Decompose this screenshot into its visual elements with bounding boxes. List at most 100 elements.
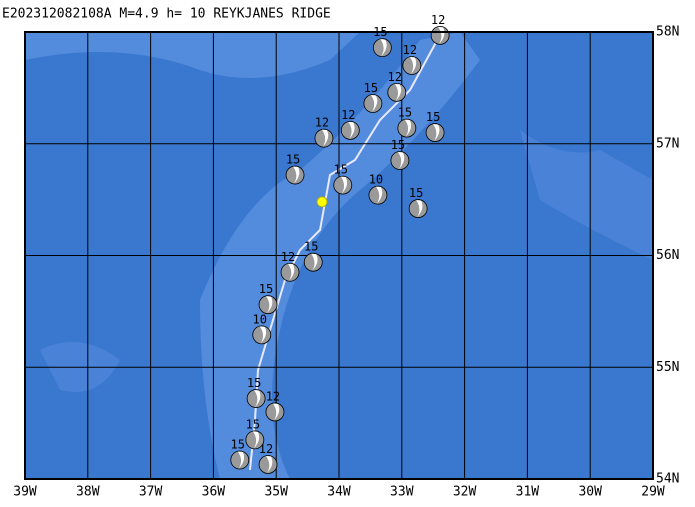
focal-mechanism — [372, 38, 392, 58]
beachball — [265, 402, 285, 422]
y-tick-label: 57N — [656, 136, 679, 151]
y-tick-label: 56N — [656, 248, 679, 263]
depth-label: 12 — [341, 108, 355, 122]
depth-label: 10 — [369, 173, 383, 187]
focal-mechanism — [303, 252, 323, 272]
beachball-nodal — [409, 57, 417, 75]
beachball-nodal — [340, 176, 348, 194]
depth-label: 12 — [266, 389, 280, 403]
focal-mechanism — [397, 118, 417, 138]
beachball — [303, 252, 323, 272]
beachball-nodal — [375, 186, 383, 204]
beachball-nodal — [416, 200, 423, 218]
x-tick-label: 39W — [13, 485, 37, 500]
beachball — [246, 389, 266, 408]
beachball — [372, 38, 392, 58]
y-tick-label: 58N — [656, 25, 679, 40]
beachball — [258, 455, 278, 474]
focal-mechanism — [430, 25, 450, 45]
beachball-nodal — [293, 166, 300, 184]
depth-label: 12 — [431, 13, 445, 27]
beachball-nodal — [259, 326, 267, 344]
focal-mechanism — [252, 325, 272, 345]
beachball — [368, 185, 388, 205]
depth-label: 15 — [426, 110, 440, 124]
beachball-nodal — [321, 129, 329, 147]
beachball — [333, 175, 353, 195]
beachball-nodal — [237, 451, 245, 469]
beachball — [363, 94, 383, 113]
beachball — [425, 123, 445, 142]
beachball-nodal — [433, 124, 440, 142]
beachball-nodal — [394, 83, 402, 101]
frame — [24, 31, 654, 480]
beachball-nodal — [370, 95, 378, 113]
beachball-nodal — [348, 121, 355, 139]
focal-mechanism — [340, 120, 360, 140]
beachball-nodal — [254, 390, 261, 408]
focal-mechanism — [314, 128, 334, 148]
depth-label: 15 — [409, 186, 423, 200]
y-tick-label: 54N — [656, 472, 679, 487]
depth-label: 12 — [403, 43, 417, 57]
focal-mechanism — [333, 175, 353, 195]
depth-label: 15 — [247, 376, 261, 390]
map-title: E202312082108A M=4.9 h= 10 REYKJANES RID… — [2, 7, 331, 22]
depth-label: 12 — [315, 116, 329, 130]
beachball — [258, 295, 278, 315]
x-tick-label: 33W — [390, 485, 414, 500]
focal-mechanism — [408, 199, 428, 218]
focal-mechanism — [258, 455, 278, 474]
focal-mechanism — [387, 82, 407, 102]
depth-label: 15 — [286, 153, 300, 167]
depth-label: 15 — [231, 438, 245, 452]
beachball-nodal — [266, 296, 273, 314]
focal-mechanism — [390, 151, 410, 170]
beachball — [285, 165, 305, 185]
depth-label: 10 — [253, 312, 267, 326]
beachball — [245, 430, 265, 450]
beachball-nodal — [397, 152, 405, 170]
beachball — [252, 325, 272, 345]
depth-label: 15 — [304, 240, 318, 254]
beachball — [280, 262, 300, 282]
beachball — [402, 56, 422, 75]
beachball — [230, 450, 250, 470]
x-tick-label: 36W — [202, 485, 226, 500]
depth-label: 12 — [281, 250, 295, 264]
focal-mechanism — [258, 295, 278, 315]
ridge-axis — [249, 34, 441, 471]
x-tick-label: 31W — [516, 485, 540, 500]
focal-mechanism — [285, 165, 305, 185]
depth-label: 15 — [364, 81, 378, 95]
x-tick-label: 38W — [76, 485, 100, 500]
beachball-nodal — [311, 253, 318, 271]
beachball — [397, 118, 417, 138]
depth-label: 15 — [259, 282, 273, 296]
beachball-nodal — [380, 39, 387, 57]
focal-mechanism — [368, 185, 388, 205]
focal-mechanism — [363, 94, 383, 113]
beachball — [390, 151, 410, 170]
beachball — [408, 199, 428, 218]
beachball-nodal — [252, 431, 260, 449]
depth-label: 15 — [334, 163, 348, 177]
x-tick-label: 29W — [641, 485, 665, 500]
focal-mechanism — [265, 402, 285, 422]
beachball-nodal — [272, 403, 280, 421]
beachball-nodal — [404, 119, 412, 137]
focal-mechanism — [280, 262, 300, 282]
x-tick-label: 35W — [264, 485, 288, 500]
x-tick-label: 30W — [578, 485, 602, 500]
x-tick-label: 32W — [453, 485, 477, 500]
beachball-nodal — [288, 263, 295, 281]
x-tick-label: 37W — [139, 485, 163, 500]
focal-mechanism — [402, 56, 422, 75]
depth-label: 12 — [259, 442, 273, 456]
focal-mechanism — [425, 123, 445, 142]
x-tick-label: 34W — [327, 485, 351, 500]
depth-label: 15 — [246, 417, 260, 431]
depth-label: 15 — [398, 106, 412, 120]
beachball-nodal — [266, 455, 273, 473]
